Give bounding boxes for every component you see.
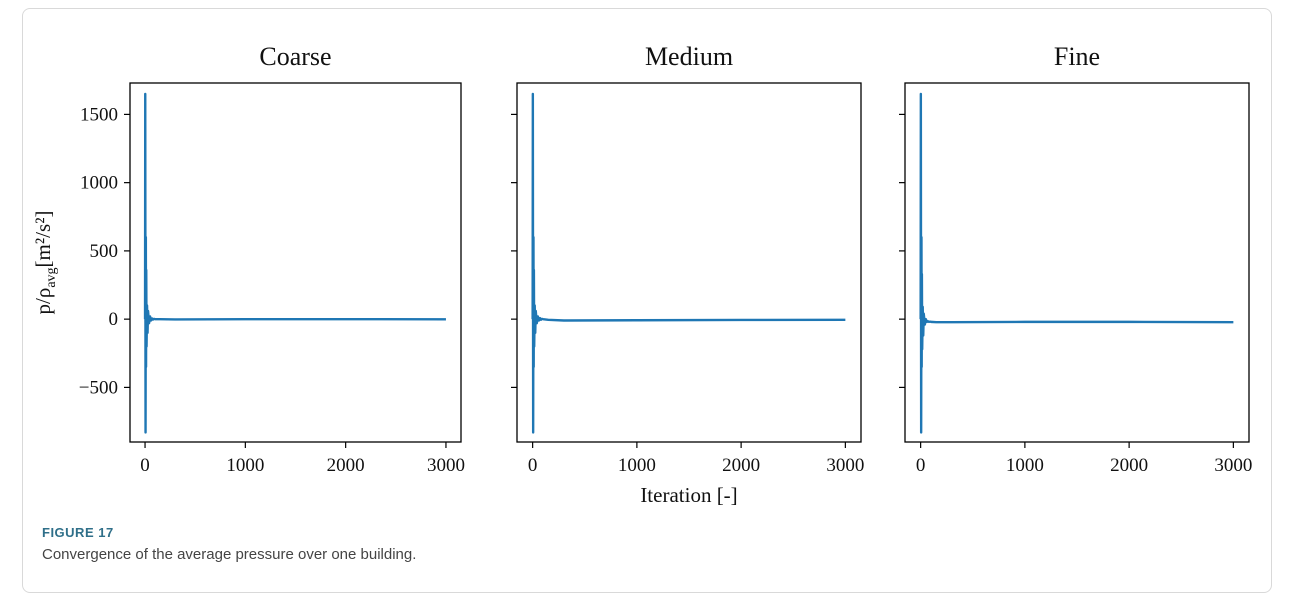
medium-series-line (531, 92, 846, 434)
coarse-axes-frame (129, 82, 462, 443)
coarse-ytick-label-0: 0 (109, 309, 119, 330)
fine-xtick-label-3000: 3000 (1214, 455, 1252, 476)
coarse-ytick-label-1000: 1000 (80, 173, 118, 194)
coarse-xtick-label-2000: 2000 (327, 455, 365, 476)
coarse-xtick-label-3000: 3000 (427, 455, 465, 476)
fine-axes-frame (904, 82, 1250, 443)
fine-series-line (919, 92, 1234, 434)
fine-panel-title: Fine (1054, 42, 1100, 71)
coarse-ytick-label-500: 500 (90, 241, 119, 262)
medium-axes-frame (516, 82, 862, 443)
fine-xtick-label-0: 0 (916, 455, 926, 476)
coarse-panel-title: Coarse (259, 42, 331, 71)
medium-xtick-label-3000: 3000 (826, 455, 864, 476)
x-axis-label: Iteration [-] (640, 483, 737, 507)
fine-xtick-label-1000: 1000 (1006, 455, 1044, 476)
coarse-ytick-label--500: −500 (79, 377, 118, 398)
medium-xtick-label-2000: 2000 (722, 455, 760, 476)
coarse-xtick-label-1000: 1000 (226, 455, 264, 476)
coarse-xtick-label-0: 0 (140, 455, 150, 476)
y-axis-label: p/ρavg[m²/s²] (31, 211, 59, 315)
medium-xtick-label-0: 0 (528, 455, 538, 476)
coarse-ytick-label-1500: 1500 (80, 104, 118, 125)
medium-xtick-label-1000: 1000 (618, 455, 656, 476)
coarse-series-line (143, 92, 446, 434)
fine-xtick-label-2000: 2000 (1110, 455, 1148, 476)
figure-frame (22, 8, 1272, 593)
medium-panel-title: Medium (645, 42, 733, 71)
